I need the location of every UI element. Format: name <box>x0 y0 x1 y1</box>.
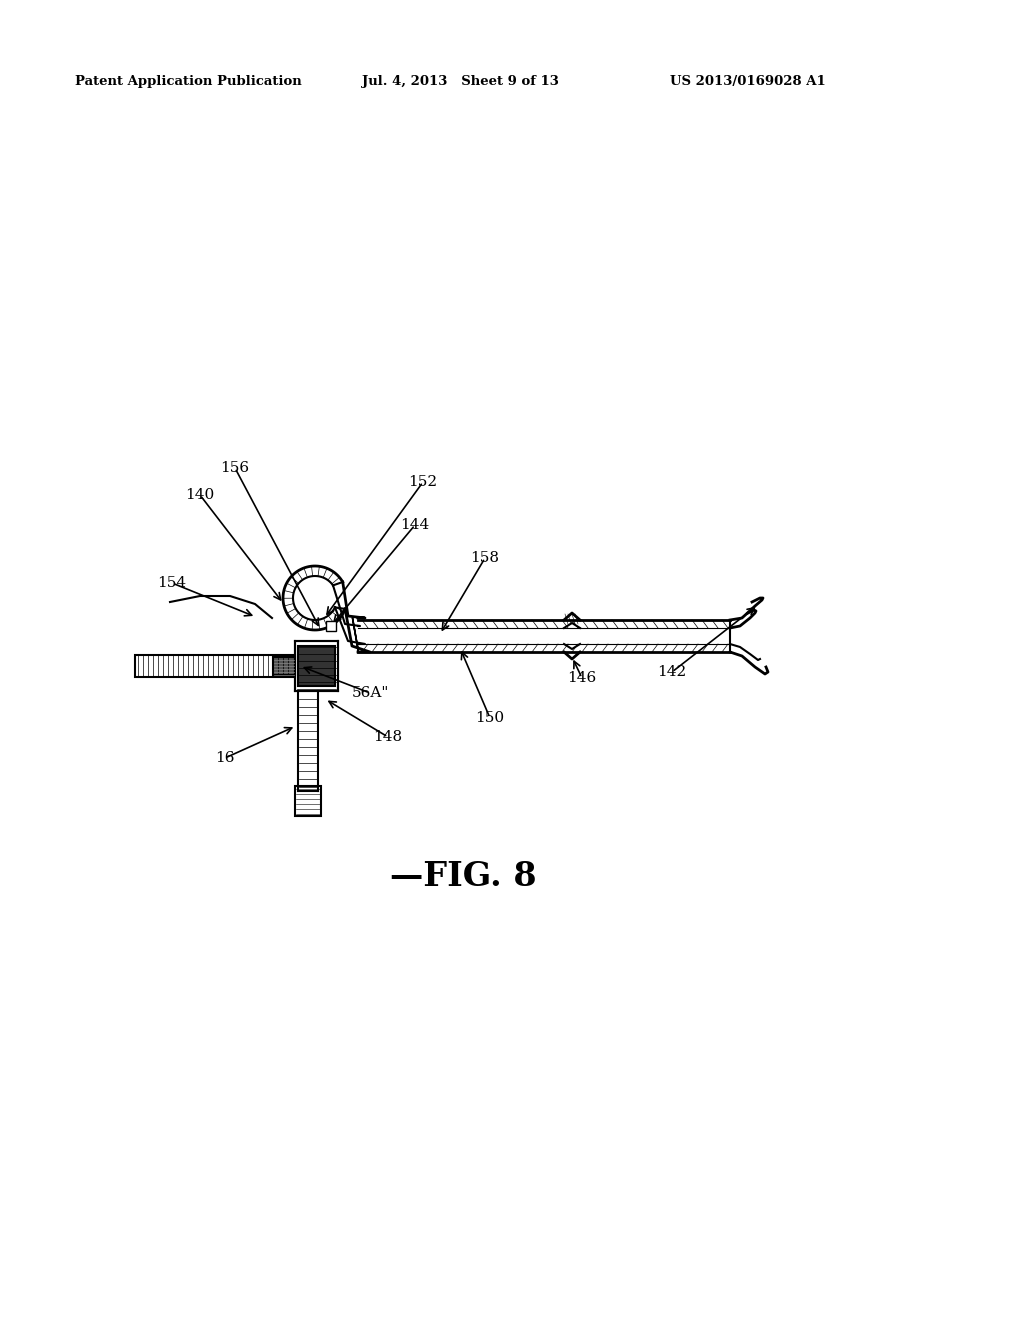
Bar <box>135 655 295 677</box>
Bar <box>273 657 295 675</box>
Bar <box>298 645 335 686</box>
Text: 152: 152 <box>409 475 437 488</box>
Bar <box>295 785 321 816</box>
Text: 140: 140 <box>185 488 215 502</box>
Text: —FIG. 8: —FIG. 8 <box>390 861 537 894</box>
Text: Jul. 4, 2013   Sheet 9 of 13: Jul. 4, 2013 Sheet 9 of 13 <box>362 75 559 88</box>
Text: US 2013/0169028 A1: US 2013/0169028 A1 <box>670 75 825 88</box>
Text: 144: 144 <box>400 517 430 532</box>
Bar <box>326 620 336 631</box>
Text: 56A": 56A" <box>351 686 389 700</box>
Text: 150: 150 <box>475 711 505 725</box>
Text: 154: 154 <box>158 576 186 590</box>
Text: 142: 142 <box>657 665 687 678</box>
Text: 148: 148 <box>374 730 402 744</box>
FancyBboxPatch shape <box>295 642 338 690</box>
Text: 156: 156 <box>220 461 250 475</box>
Text: 16: 16 <box>215 751 234 766</box>
Text: 146: 146 <box>567 671 597 685</box>
Text: Patent Application Publication: Patent Application Publication <box>75 75 302 88</box>
Text: 158: 158 <box>470 550 500 565</box>
